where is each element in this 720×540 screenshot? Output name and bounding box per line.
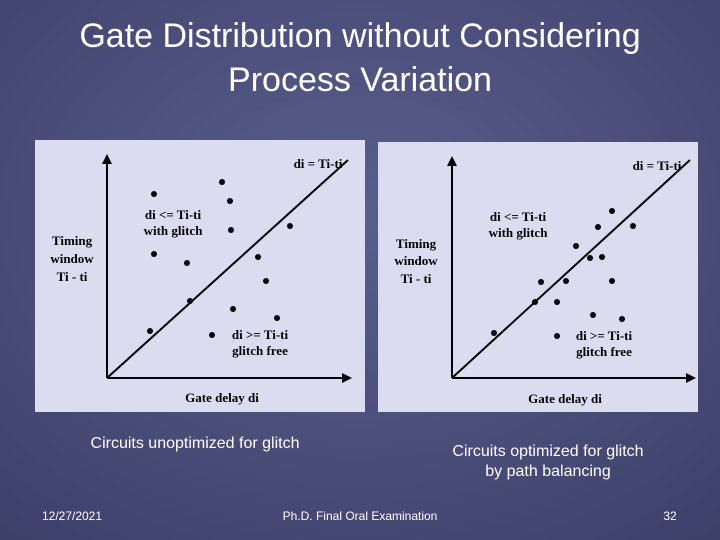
dot xyxy=(209,332,215,338)
footer-text: Ph.D. Final Oral Examination xyxy=(283,509,438,523)
y-axis-label: Timing xyxy=(396,236,437,251)
y-axis-label: Ti - ti xyxy=(401,271,432,286)
region-label: glitch free xyxy=(576,344,632,359)
dot xyxy=(609,278,615,284)
dot xyxy=(230,306,236,312)
y-axis-label: window xyxy=(394,253,438,268)
dot xyxy=(563,278,569,284)
dot xyxy=(147,328,153,334)
caption: Circuits optimized for glitch xyxy=(452,443,643,460)
caption: Circuits unoptimized for glitch xyxy=(91,435,300,452)
x-axis-label: Gate delay di xyxy=(528,391,602,406)
diagonal xyxy=(106,159,349,379)
region-label: di <= Ti-ti xyxy=(490,209,547,224)
panel-background xyxy=(35,140,365,412)
dot xyxy=(590,312,596,318)
dot xyxy=(630,223,636,229)
caption: by path balancing xyxy=(485,463,610,480)
dots xyxy=(147,179,293,338)
dot xyxy=(228,227,234,233)
dot xyxy=(573,243,579,249)
dot xyxy=(187,298,193,304)
corner-label: di = Ti-ti xyxy=(294,156,343,171)
dot xyxy=(599,254,605,260)
title: Gate Distribution without Considering xyxy=(79,17,640,55)
dot xyxy=(227,198,233,204)
panel-background xyxy=(378,142,698,412)
dot xyxy=(263,278,269,284)
dot xyxy=(609,208,615,214)
dot xyxy=(554,299,560,305)
dot xyxy=(287,223,293,229)
dot xyxy=(491,330,497,336)
dot xyxy=(538,279,544,285)
y-axis-label: window xyxy=(50,251,94,266)
dot xyxy=(255,254,261,260)
region-label: di >= Ti-ti xyxy=(576,328,633,343)
dot xyxy=(532,299,538,305)
dot xyxy=(595,224,601,230)
region-label: glitch free xyxy=(232,343,288,358)
dot xyxy=(554,333,560,339)
corner-label: di = Ti-ti xyxy=(633,158,682,173)
region-label: with glitch xyxy=(489,225,549,240)
y-axis-label: Ti - ti xyxy=(57,269,88,284)
diagonal xyxy=(451,159,691,379)
region-label: di <= Ti-ti xyxy=(145,207,202,222)
page-number: 32 xyxy=(663,509,677,523)
dot xyxy=(619,316,625,322)
dot xyxy=(587,255,593,261)
y-axis-label: Timing xyxy=(52,233,93,248)
x-axis-label: Gate delay di xyxy=(185,390,259,405)
footer-date: 12/27/2021 xyxy=(42,509,102,523)
region-label: with glitch xyxy=(144,223,204,238)
dots xyxy=(491,208,636,339)
dot xyxy=(151,251,157,257)
region-label: di >= Ti-ti xyxy=(232,327,289,342)
title: Process Variation xyxy=(228,61,492,99)
panel: di = Ti-ti Timing window Ti - ti di <= T… xyxy=(35,140,365,412)
dot xyxy=(151,191,157,197)
dot xyxy=(219,179,225,185)
dot xyxy=(184,260,190,266)
dot xyxy=(274,315,280,321)
panel: di = Ti-ti Timing window Ti - ti di <= T… xyxy=(378,142,698,412)
